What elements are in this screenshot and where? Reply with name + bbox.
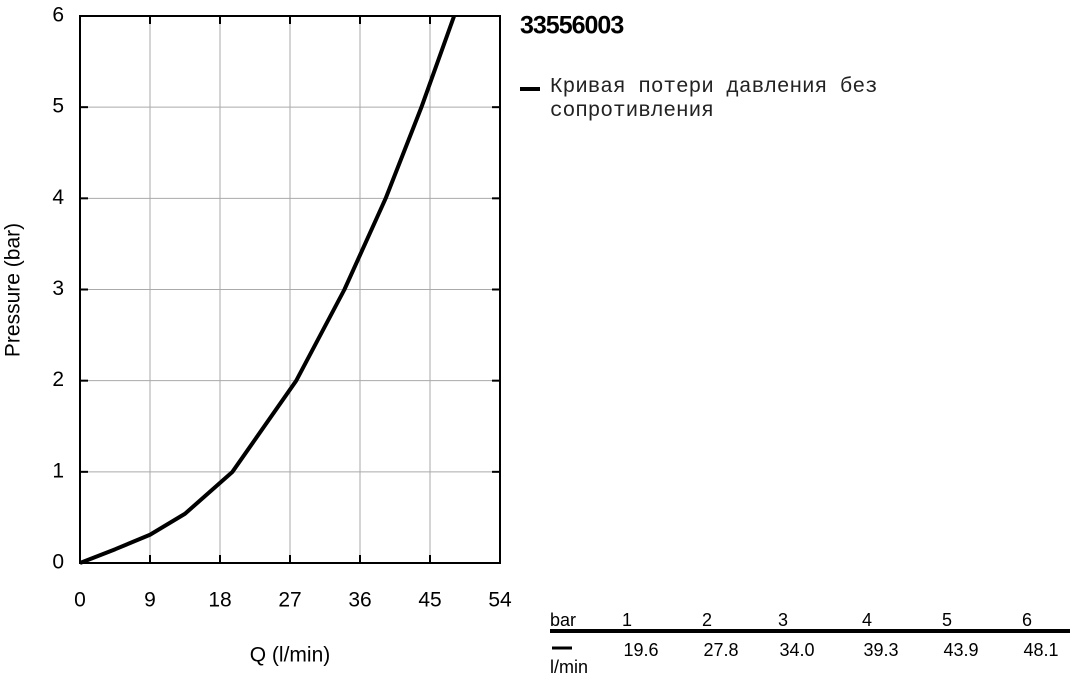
x-tick-label: 45 <box>418 589 441 612</box>
table-header: bar <box>550 610 576 630</box>
table-value: 27.8 <box>703 640 738 660</box>
x-tick-label: 36 <box>348 589 371 612</box>
y-tick-label: 3 <box>52 277 64 300</box>
table-value: 19.6 <box>623 640 658 660</box>
table-value: 34.0 <box>779 640 814 660</box>
table-column: 2 <box>702 610 712 630</box>
table-row-label: l/min <box>550 657 588 677</box>
y-tick-label: 6 <box>52 4 64 27</box>
table-value: 43.9 <box>943 640 978 660</box>
legend-entry: Кривая потери давления без сопротивления <box>550 76 878 123</box>
y-tick-label: 2 <box>52 368 64 391</box>
x-tick-label: 9 <box>144 589 156 612</box>
y-tick-label: 5 <box>52 95 64 118</box>
plot-frame <box>79 15 501 564</box>
table-column: 1 <box>622 610 632 630</box>
table-column: 5 <box>942 610 952 630</box>
x-axis-label: Q (l/min) <box>250 644 331 667</box>
table-value: 48.1 <box>1023 640 1058 660</box>
chart-title: 33556003 <box>520 12 623 40</box>
line-series <box>79 15 456 565</box>
table-column: 6 <box>1022 610 1032 630</box>
table-column: 4 <box>862 610 872 630</box>
table-column: 3 <box>778 610 788 630</box>
table-value: 39.3 <box>863 640 898 660</box>
y-tick-label: 0 <box>52 551 64 574</box>
y-tick-label: 4 <box>52 186 64 209</box>
x-tick-label: 27 <box>278 589 301 612</box>
x-tick-label: 54 <box>488 589 512 612</box>
y-axis-label: Pressure (bar) <box>2 223 25 357</box>
x-tick-label: 0 <box>74 589 86 612</box>
y-tick-label: 1 <box>52 459 64 482</box>
x-tick-label: 18 <box>208 589 231 612</box>
